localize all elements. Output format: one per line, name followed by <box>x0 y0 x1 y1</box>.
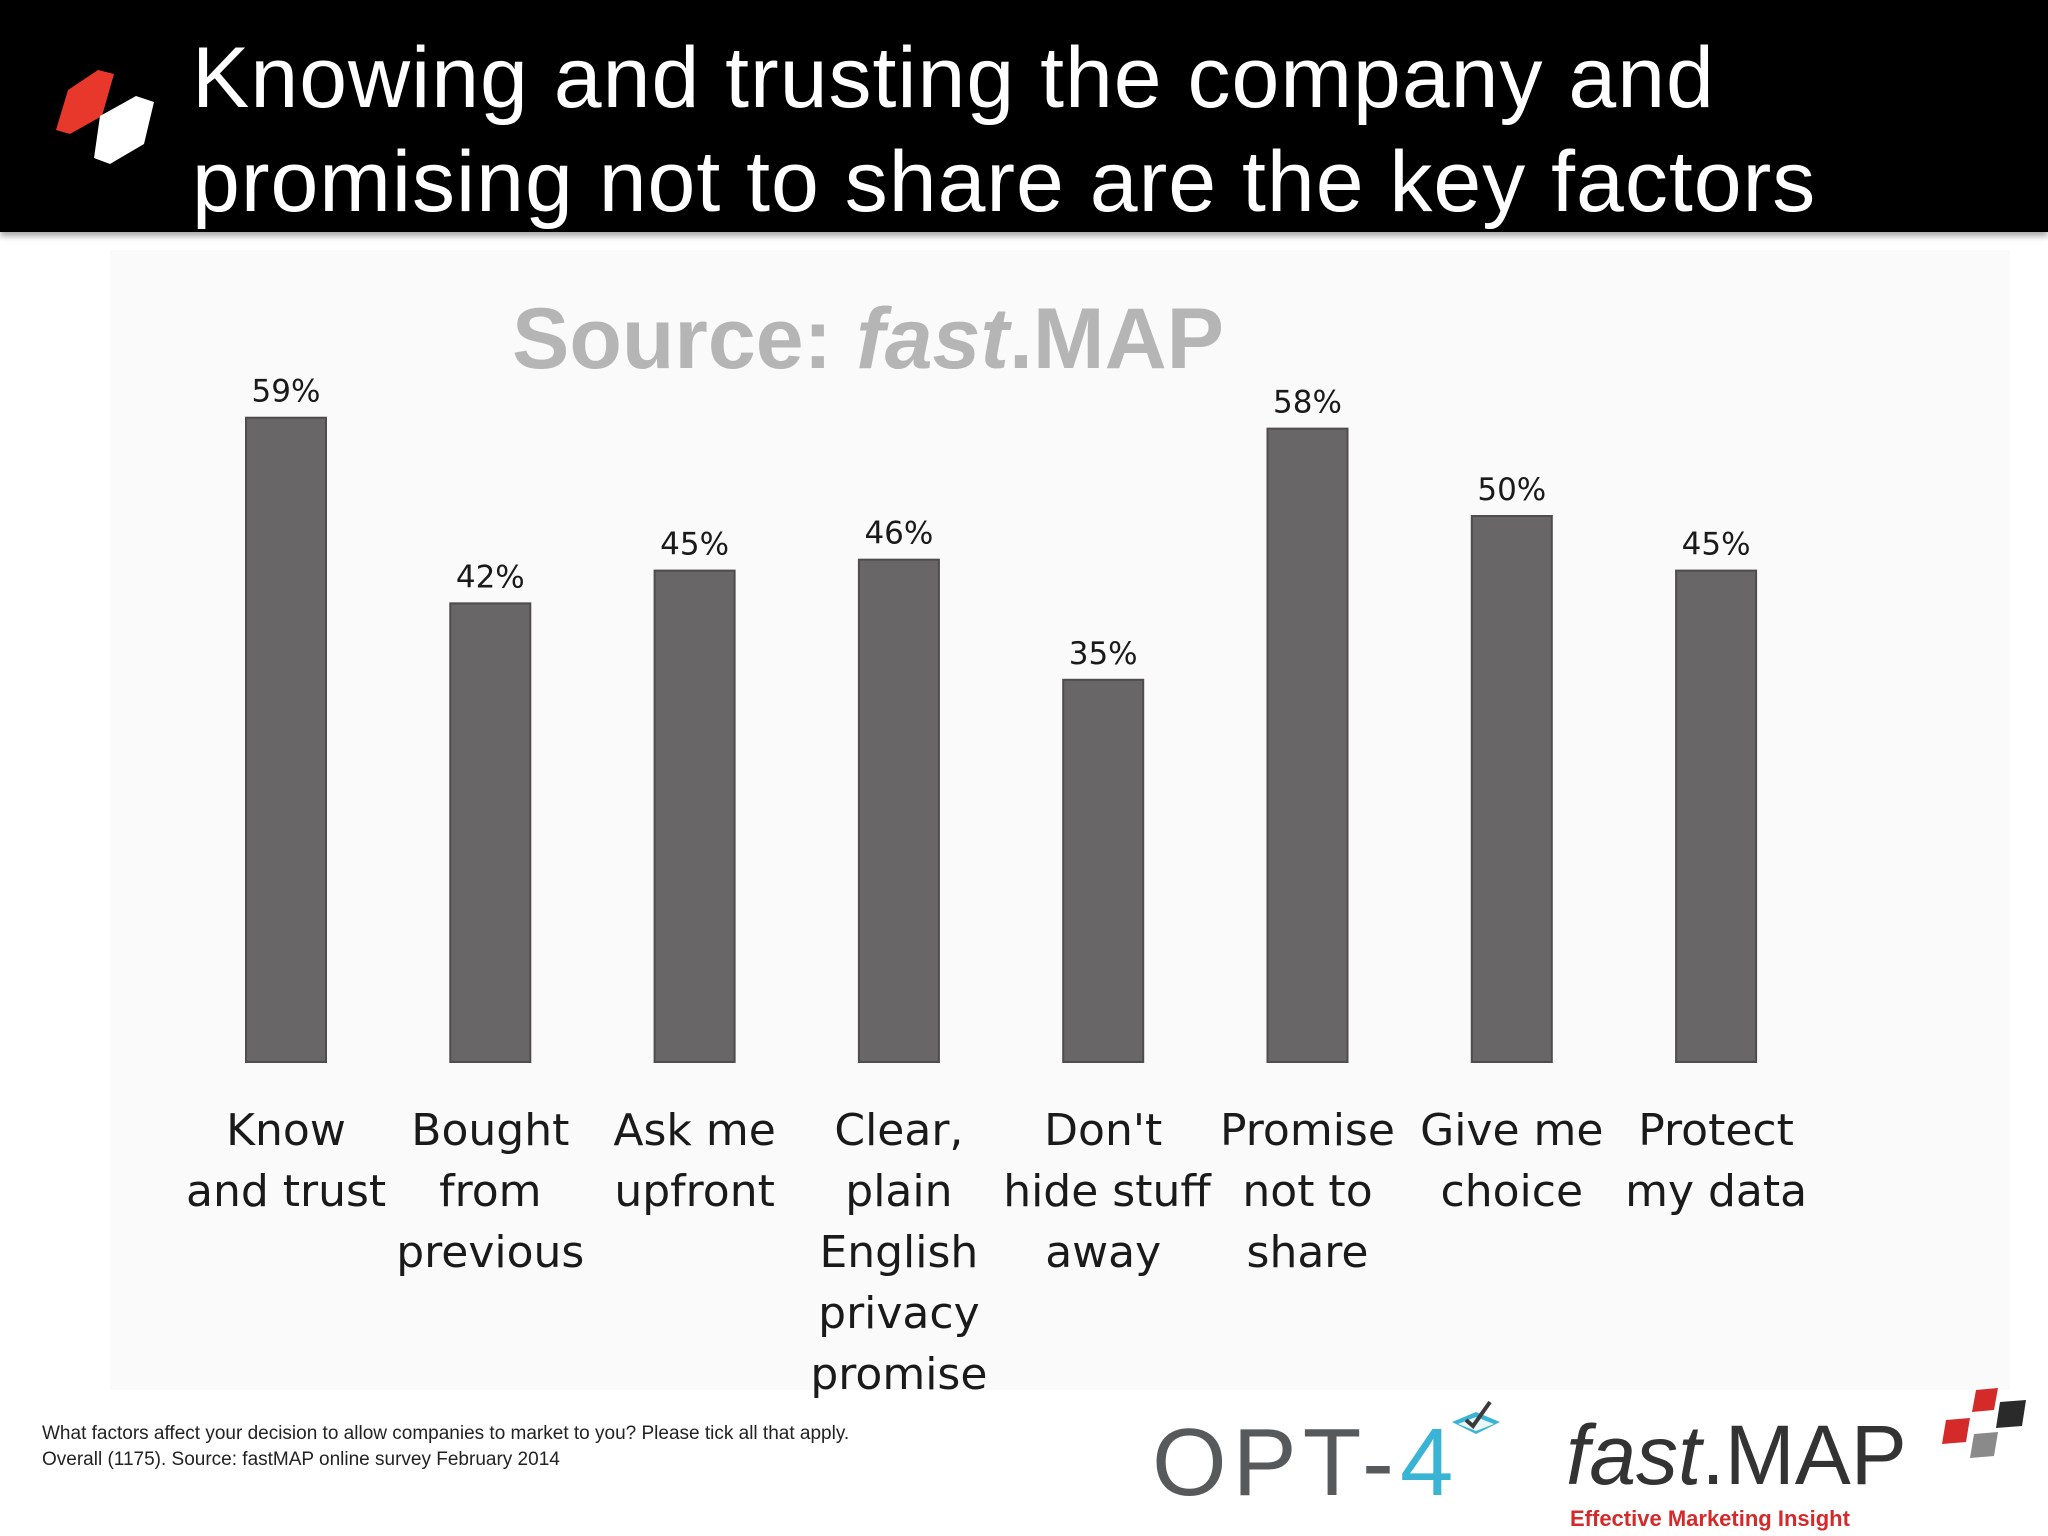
category-label-line: not to <box>1242 1166 1373 1217</box>
category-label-line: choice <box>1440 1166 1584 1217</box>
category-label-line: from <box>439 1166 542 1217</box>
bar-2 <box>449 602 532 1063</box>
category-label-line: promise <box>810 1349 988 1400</box>
category-label-line: Promise <box>1220 1105 1395 1156</box>
bar-6 <box>1266 427 1349 1063</box>
bar-7 <box>1470 515 1553 1063</box>
opt4-logo: OPT-4 <box>1152 1408 1459 1518</box>
category-label-1: Know and trust <box>186 1100 386 1222</box>
category-label-4: Clear, plain English privacy promise <box>799 1100 999 1405</box>
bar-4 <box>857 558 940 1063</box>
data-label-6: 58% <box>1273 385 1342 421</box>
title-bar: Knowing and trusting the company and pro… <box>0 0 2048 232</box>
survey-footnote: What factors affect your decision to all… <box>42 1421 849 1473</box>
category-label-line: upfront <box>614 1166 775 1217</box>
category-label-line: Clear, <box>834 1105 964 1156</box>
opt4-digit: 4 <box>1400 1409 1460 1516</box>
fastmap-tagline: Effective Marketing Insight <box>1570 1506 1850 1531</box>
source-brand-rest: .MAP <box>1009 291 1225 387</box>
category-label-line: hide stuff <box>1003 1166 1211 1217</box>
bar-chart: 59% 42% 45% 46% 35% 58% 50% 45% <box>245 374 1758 1064</box>
data-label-4: 46% <box>864 516 933 552</box>
category-label-3: Ask me upfront <box>595 1100 795 1222</box>
category-label-line: privacy <box>818 1288 980 1339</box>
category-label-line: share <box>1246 1227 1369 1278</box>
fastmap-mark-icon <box>1942 1388 2026 1458</box>
checkbox-tick-icon <box>1452 1400 1500 1434</box>
footnote-question: What factors affect your decision to all… <box>42 1423 850 1444</box>
category-label-line: Bought <box>411 1105 570 1156</box>
category-label-line: Don't <box>1044 1105 1163 1156</box>
bar-3 <box>653 569 736 1063</box>
source-watermark: Source: fast.MAP <box>512 290 1224 389</box>
source-brand-italic: fast <box>856 291 1010 387</box>
data-label-7: 50% <box>1477 472 1546 508</box>
category-label-6: Promise not to share <box>1208 1100 1408 1283</box>
fastmap-fast: fast <box>1566 1408 1702 1502</box>
brand-mark-icon <box>56 70 154 164</box>
category-label-7: Give me choice <box>1412 1100 1612 1222</box>
slide-title: Knowing and trusting the company and pro… <box>192 26 2012 234</box>
category-label-line: Know <box>226 1105 346 1156</box>
source-prefix: Source: <box>512 291 857 387</box>
category-label-2: Bought from previous <box>390 1100 590 1283</box>
data-label-8: 45% <box>1682 527 1751 563</box>
title-line-2: promising not to share are the key facto… <box>192 134 1817 230</box>
category-label-5: Don't hide stuff away <box>1003 1100 1211 1283</box>
title-line-1: Knowing and trusting the company and <box>192 30 1715 126</box>
category-label-line: English <box>819 1227 979 1278</box>
category-label-line: and trust <box>186 1166 387 1217</box>
fastmap-wordmark: fast.MAP <box>1566 1410 1907 1500</box>
fastmap-map: .MAP <box>1701 1408 1907 1502</box>
category-label-line: previous <box>396 1227 585 1278</box>
data-label-3: 45% <box>660 527 729 563</box>
footnote-source: Overall (1175). Source: fastMAP online s… <box>42 1449 560 1470</box>
category-label-8: Protect my data <box>1616 1100 1816 1222</box>
bar-1 <box>245 416 327 1064</box>
category-label-line: Protect <box>1638 1105 1794 1156</box>
opt4-text: OPT- <box>1152 1409 1401 1516</box>
category-label-line: plain <box>845 1166 953 1217</box>
bar-8 <box>1675 569 1758 1063</box>
category-label-line: Ask me <box>613 1105 776 1156</box>
data-label-1: 59% <box>252 374 321 410</box>
fastmap-logo: fast.MAP Effective Marketing Insight <box>1566 1410 1907 1532</box>
bar-5 <box>1062 678 1145 1063</box>
data-label-5: 35% <box>1069 636 1138 672</box>
data-label-2: 42% <box>456 559 525 595</box>
category-label-line: Give me <box>1420 1105 1604 1156</box>
category-label-line: my data <box>1625 1166 1808 1217</box>
category-label-line: away <box>1045 1227 1162 1278</box>
